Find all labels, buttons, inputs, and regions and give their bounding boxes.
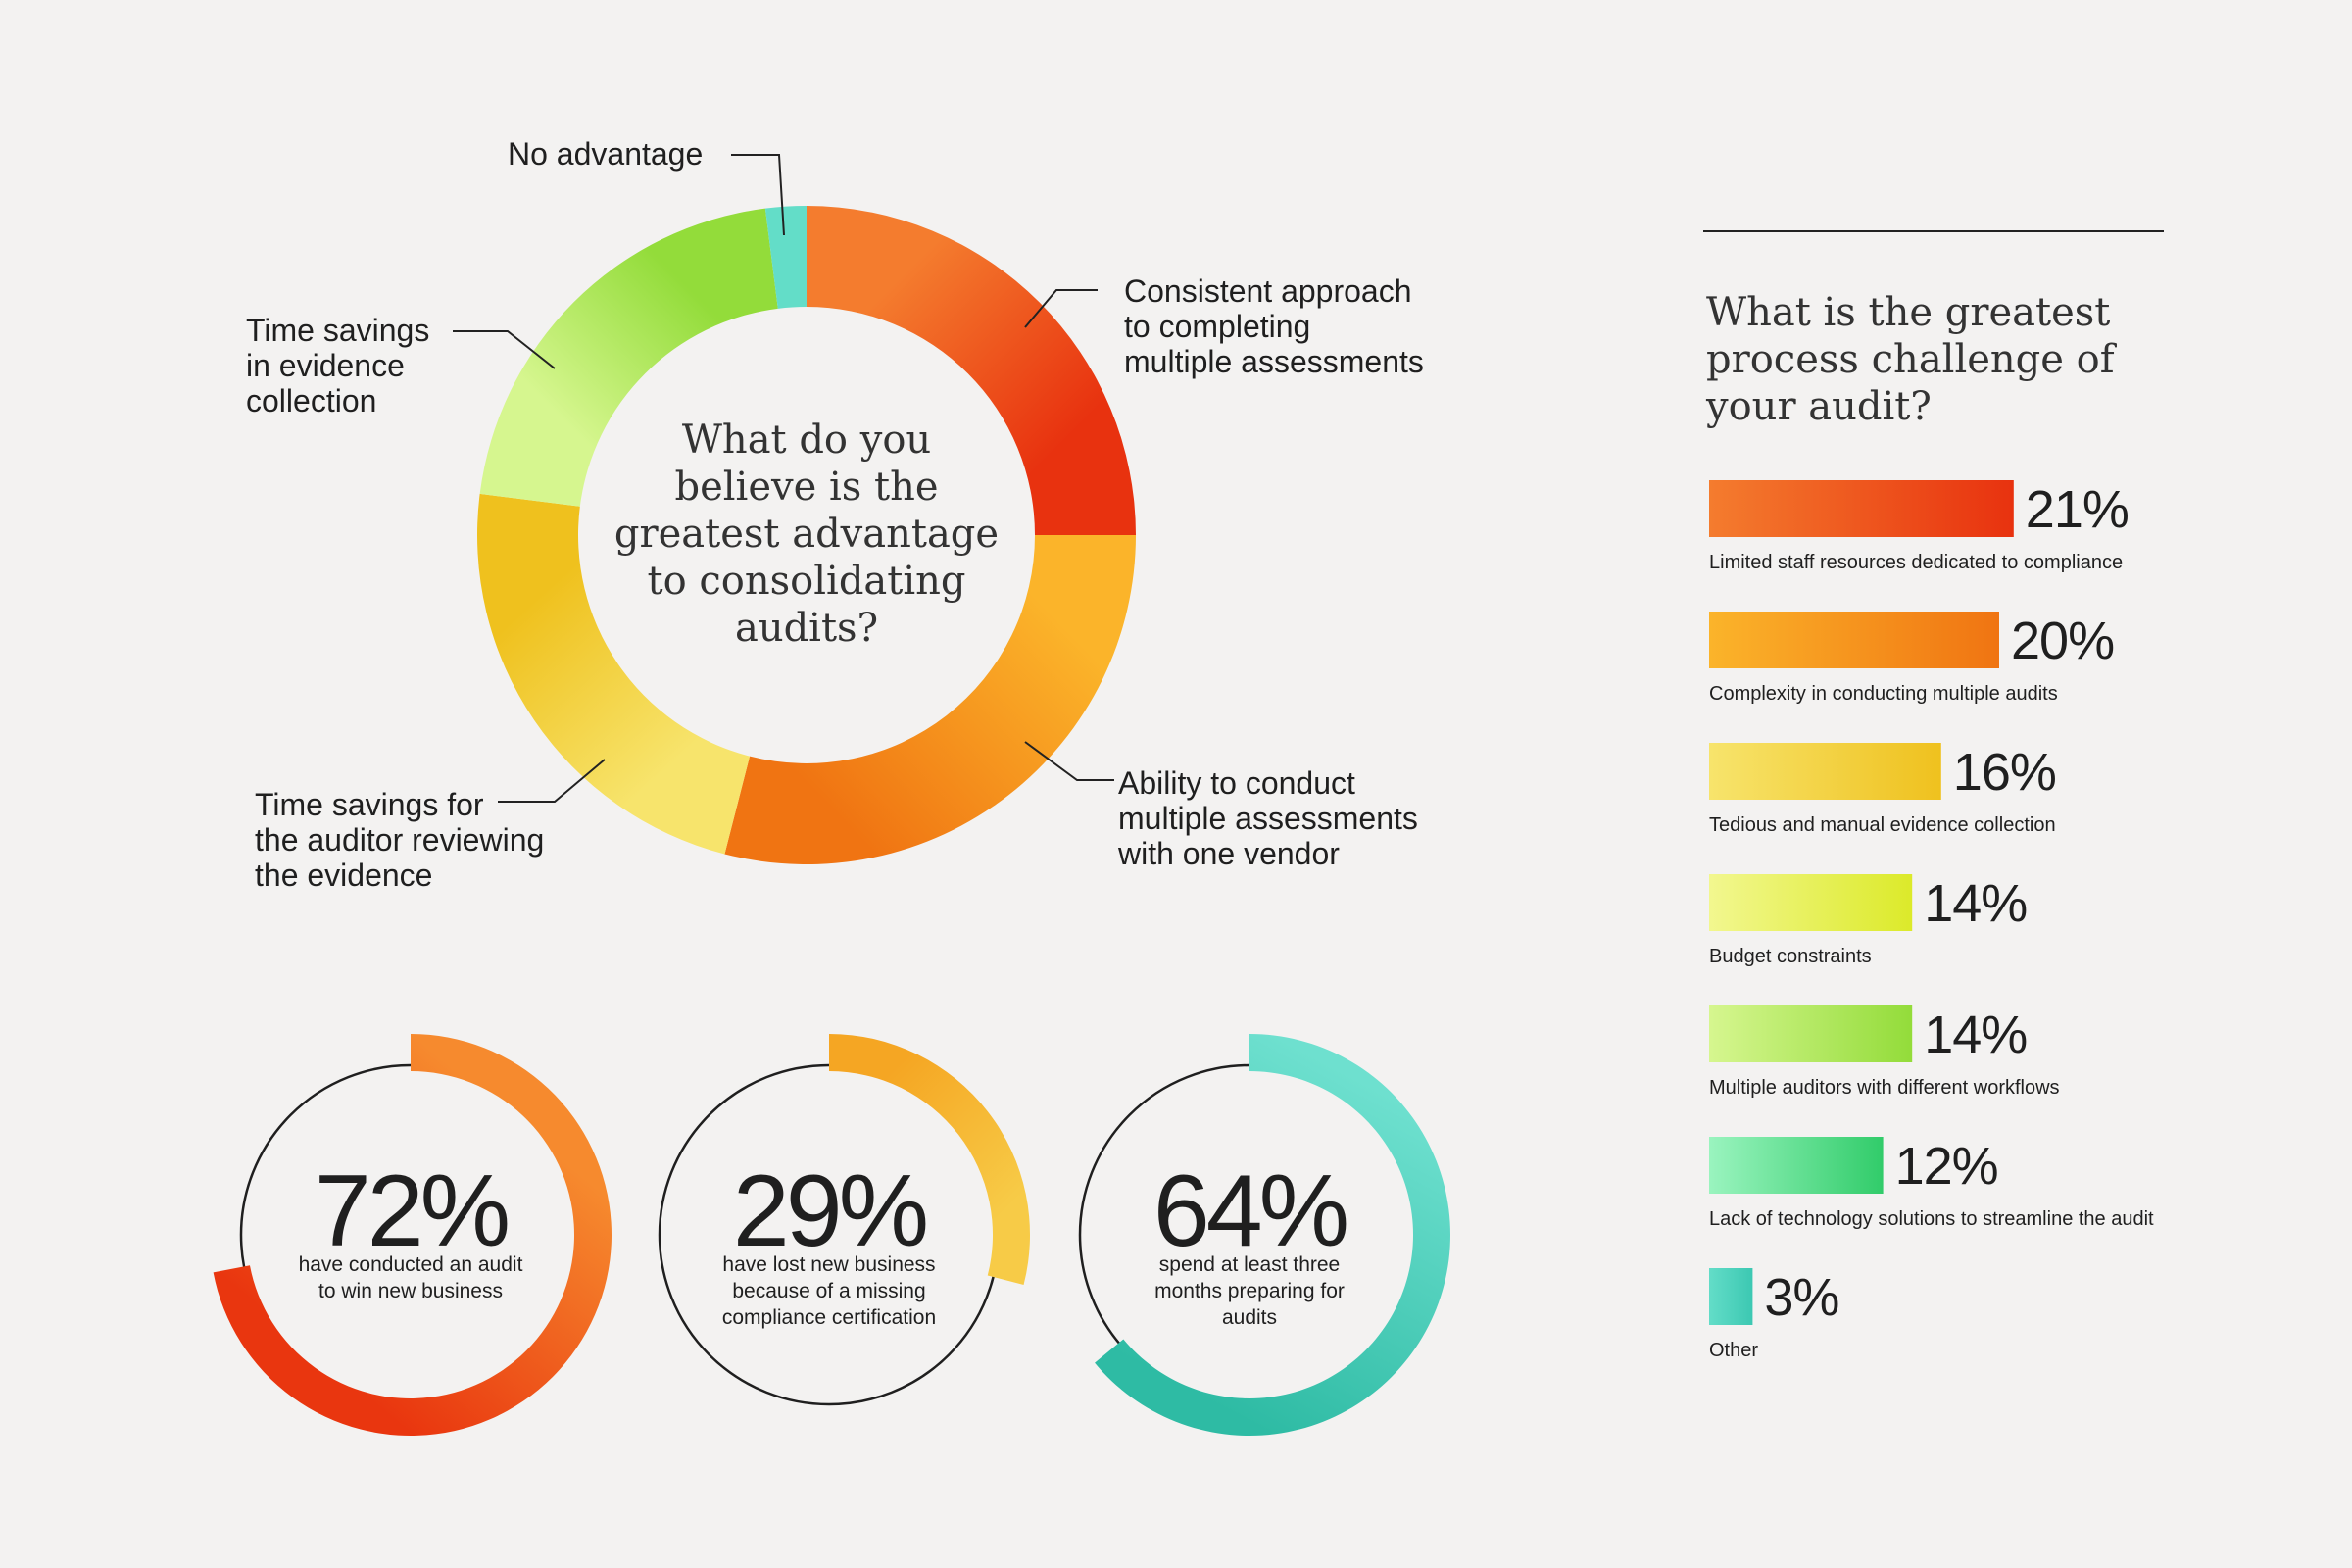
donut-title-line: What do you <box>682 417 931 463</box>
bar-title-line: process challenge of <box>1706 337 2118 382</box>
ring-caption: have conducted an audit <box>299 1253 523 1276</box>
donut-label-ability-to-conduct-multiple-assessments-with-one-vendor: with one vendor <box>1117 836 1340 871</box>
bar-limited-staff-resources-dedicated-to-compliance <box>1709 480 2014 537</box>
ring-caption: spend at least three <box>1159 1253 1340 1276</box>
bar-other <box>1709 1268 1753 1325</box>
donut-label-time-savings-for-the-auditor-reviewing-the-evidence: the evidence <box>255 858 432 893</box>
donut-label-time-savings-in-evidence-collection: Time savings <box>246 313 429 348</box>
bar-category-label: Multiple auditors with different workflo… <box>1709 1077 2060 1099</box>
donut-slice-ability-to-conduct-multiple-assessments-with-one-vendor <box>724 535 1136 864</box>
ring-percent: 29% <box>733 1154 926 1268</box>
ring-caption: months preparing for <box>1154 1280 1345 1302</box>
ring-caption: audits <box>1222 1306 1277 1329</box>
bar-title-line: What is the greatest <box>1706 290 2110 335</box>
ring-caption: to win new business <box>318 1280 503 1302</box>
donut-label-consistent-approach-to-completing-multiple-assessments: Consistent approach <box>1124 273 1412 309</box>
donut-label-time-savings-in-evidence-collection: collection <box>246 383 376 418</box>
leader-line <box>1024 289 1098 328</box>
bar-value-label: 21% <box>2026 480 2129 539</box>
donut-label-ability-to-conduct-multiple-assessments-with-one-vendor: multiple assessments <box>1118 801 1418 836</box>
bar-value-label: 14% <box>1924 1005 2027 1064</box>
challenge-bar-chart: 21% Limited staff resources dedicated to … <box>1709 480 2154 1361</box>
donut-slice-time-savings-in-evidence-collection <box>479 208 778 507</box>
donut-label-consistent-approach-to-completing-multiple-assessments: to completing <box>1124 309 1310 344</box>
donut-title-line: audits? <box>735 606 878 651</box>
bar-value-label: 16% <box>1953 743 2056 802</box>
ring-caption: compliance certification <box>722 1306 936 1329</box>
ring-percent: 72% <box>315 1154 508 1268</box>
leader-line <box>498 759 606 803</box>
donut-title-line: greatest advantage <box>614 512 999 557</box>
leader-line <box>1024 741 1114 781</box>
donut-label-time-savings-in-evidence-collection: in evidence <box>246 348 405 383</box>
bar-budget-constraints <box>1709 874 1913 931</box>
ring-caption: because of a missing <box>732 1280 925 1302</box>
donut-slice-time-savings-for-the-auditor-reviewing-the-evidence <box>477 493 751 855</box>
bar-value-label: 14% <box>1924 874 2027 933</box>
bar-tedious-and-manual-evidence-collection <box>1709 743 1941 800</box>
donut-title-line: believe is the <box>674 465 938 510</box>
donut-title-line: to consolidating <box>648 559 966 604</box>
bar-lack-of-technology-solutions-to-streamline-the-audit <box>1709 1137 1884 1194</box>
donut-label-time-savings-for-the-auditor-reviewing-the-evidence: the auditor reviewing <box>255 822 544 858</box>
bar-complexity-in-conducting-multiple-audits <box>1709 612 1999 668</box>
donut-slice-no-advantage <box>764 206 807 309</box>
bar-category-label: Budget constraints <box>1709 946 1872 967</box>
bar-value-label: 12% <box>1895 1137 1998 1196</box>
advantage-donut-chart <box>477 206 1136 864</box>
bar-category-label: Other <box>1709 1340 1758 1361</box>
bar-value-label: 20% <box>2011 612 2114 670</box>
donut-label-no-advantage: No advantage <box>508 136 703 172</box>
bar-value-label: 3% <box>1764 1268 1838 1327</box>
ring-caption: have lost new business <box>722 1253 935 1276</box>
leader-line <box>731 154 785 236</box>
ring-percent: 64% <box>1153 1154 1347 1268</box>
ring-progress-29 <box>829 1034 1031 1285</box>
bar-category-label: Lack of technology solutions to streamli… <box>1709 1208 2154 1230</box>
leader-line <box>453 330 556 369</box>
stat-rings: 72%have conducted an audit to win new bus… <box>213 1034 1450 1436</box>
bar-multiple-auditors-with-different-workflows <box>1709 1005 1913 1062</box>
donut-slice-consistent-approach-to-completing-multiple-assessments <box>807 206 1136 535</box>
donut-label-time-savings-for-the-auditor-reviewing-the-evidence: Time savings for <box>255 787 484 822</box>
ring-progress-64 <box>1095 1034 1450 1436</box>
bar-category-label: Limited staff resources dedicated to com… <box>1709 552 2123 573</box>
donut-label-consistent-approach-to-completing-multiple-assessments: multiple assessments <box>1124 344 1424 379</box>
bar-category-label: Tedious and manual evidence collection <box>1709 814 2056 836</box>
donut-label-ability-to-conduct-multiple-assessments-with-one-vendor: Ability to conduct <box>1118 765 1355 801</box>
bar-category-label: Complexity in conducting multiple audits <box>1709 683 2058 705</box>
bar-title-line: your audit? <box>1705 384 1932 429</box>
